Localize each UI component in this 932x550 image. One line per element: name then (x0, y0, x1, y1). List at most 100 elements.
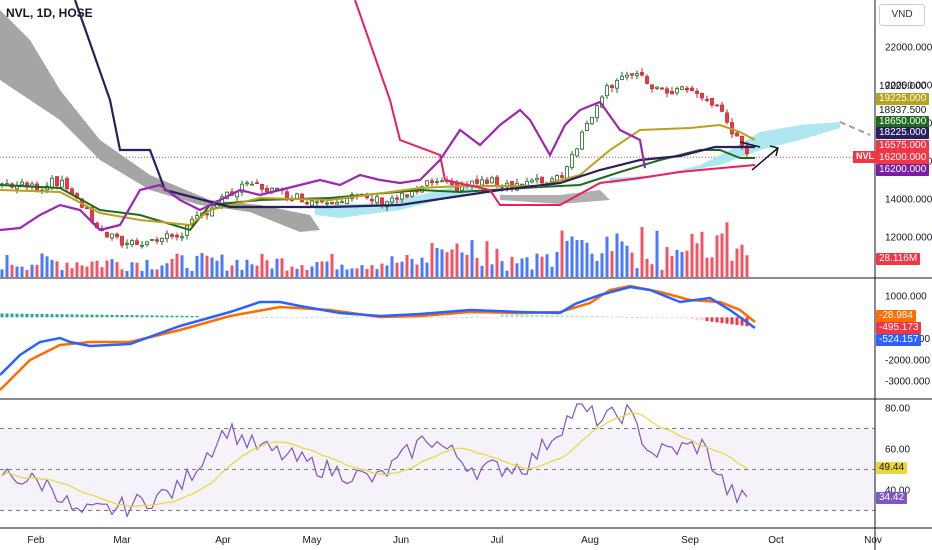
macd-histogram-bar (50, 314, 54, 318)
candle-body (255, 182, 259, 184)
macd-histogram-bar (415, 317, 419, 319)
macd-histogram-bar (10, 313, 14, 318)
candle-body (490, 177, 494, 184)
volume-bar (360, 265, 364, 277)
candle (265, 185, 269, 193)
volume-bar (450, 249, 454, 277)
macd-histogram-bar (405, 317, 409, 319)
macd-histogram-bar (125, 315, 129, 318)
price-tick-label: 20000.000 (885, 81, 932, 92)
macd-histogram-bar (465, 317, 469, 319)
candle (535, 173, 539, 184)
volume-bar (315, 262, 319, 277)
volume-bar (230, 265, 234, 277)
volume-bar (270, 268, 274, 277)
volume-bar (195, 255, 199, 277)
volume-bar (575, 240, 579, 277)
volume-bar (700, 231, 704, 277)
volume-bar (670, 255, 674, 277)
volume-bar (440, 249, 444, 277)
price-tick-label: 22000.000 (885, 43, 932, 54)
cloud-past (0, 10, 320, 232)
candle (135, 237, 139, 246)
macd-histogram-bar (270, 316, 274, 318)
candle (490, 175, 494, 184)
volume-bar (290, 266, 294, 277)
candle-body (740, 135, 744, 146)
macd-tick-label: 1000.000 (885, 292, 927, 303)
macd-histogram-bar (0, 313, 4, 318)
rsi-pane (1, 403, 748, 519)
macd-histogram-bar (525, 314, 529, 318)
candle-body (130, 240, 134, 246)
volume-bar (580, 240, 584, 277)
candle (155, 236, 159, 245)
candle (165, 230, 169, 243)
macd-histogram-bar (255, 317, 259, 319)
volume-bar (255, 265, 259, 277)
volume-bar (465, 254, 469, 277)
candle-body (715, 104, 719, 107)
candle-body (635, 73, 639, 77)
candle-body (175, 234, 179, 238)
candle-body (260, 184, 264, 190)
macd-histogram-bar (295, 317, 299, 319)
candle-body (745, 145, 749, 155)
volume-bar (225, 270, 229, 277)
volume-bar (30, 264, 34, 277)
volume-bar (150, 269, 154, 277)
candle-body (555, 175, 559, 181)
macd-histogram-bar (445, 317, 449, 319)
candle (110, 233, 114, 241)
candle-body (180, 236, 184, 239)
candle (160, 237, 164, 246)
volume-bar (35, 264, 39, 277)
candle-body (690, 87, 694, 92)
macd-histogram-bar (190, 315, 194, 318)
candle-body (735, 132, 739, 137)
candle-body (585, 123, 589, 131)
macd-histogram-bar (130, 315, 134, 318)
macd-histogram-bar (315, 316, 319, 318)
rsi-tick-label: 40.00 (885, 486, 910, 497)
volume-bar (475, 257, 479, 277)
candle (210, 206, 214, 217)
macd-histogram-bar (535, 314, 539, 318)
volume-bar (25, 270, 29, 277)
candle-body (435, 180, 439, 183)
candle-body (250, 183, 254, 186)
volume-bar (175, 253, 179, 277)
volume-bar (330, 254, 334, 277)
volume-bar (725, 222, 729, 277)
candle (560, 171, 564, 180)
macd-histogram-bar (340, 317, 344, 319)
candle (475, 175, 479, 186)
volume-bar (235, 259, 239, 277)
candle-body (380, 197, 384, 206)
volume-bar (640, 227, 644, 277)
candle (650, 84, 654, 93)
indicator-lines (0, 0, 779, 232)
candle (570, 151, 574, 170)
candle-body (485, 179, 489, 184)
candle-body (395, 197, 399, 200)
macd-histogram-bar (60, 314, 64, 318)
macd-histogram-bar (5, 313, 9, 318)
volume-bar (180, 255, 184, 277)
volume-bar (200, 253, 204, 277)
volume-bar (515, 263, 519, 277)
macd-histogram-bar (640, 317, 644, 319)
candle-body (540, 176, 544, 184)
macd-histogram-bar (740, 317, 744, 326)
currency-selector[interactable]: VND (879, 4, 925, 26)
candle-body (335, 202, 339, 205)
x-tick-label: Jul (491, 535, 504, 546)
macd-histogram-bar (80, 314, 84, 318)
macd-histogram-bar (105, 314, 109, 318)
volume-bar (295, 268, 299, 277)
volume-bar (430, 243, 434, 277)
candle (690, 85, 694, 92)
candle-body (50, 177, 54, 188)
volume-bar (240, 269, 244, 277)
